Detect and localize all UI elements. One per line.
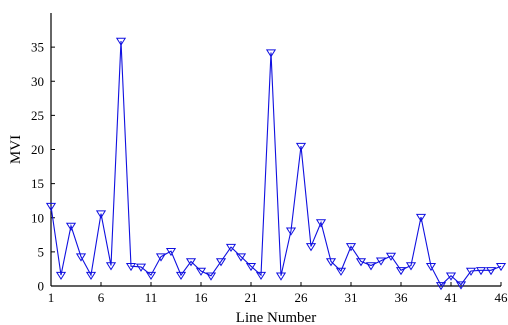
data-point-marker (185, 258, 197, 267)
data-point-marker (405, 262, 417, 271)
y-tick-label: 15 (31, 176, 44, 191)
data-point-marker (285, 227, 297, 236)
data-point-marker (195, 267, 207, 276)
data-point-marker (425, 262, 437, 272)
data-point-marker (415, 213, 427, 223)
x-tick-label: 16 (195, 290, 209, 305)
data-point-marker (85, 271, 97, 281)
data-point-marker (455, 281, 467, 290)
data-point-marker (385, 252, 397, 261)
data-point-marker (355, 258, 367, 267)
x-axis-label: Line Number (236, 310, 316, 325)
data-point-marker (175, 271, 187, 281)
data-point-marker (395, 267, 407, 276)
y-tick-label: 10 (31, 210, 44, 225)
x-tick-label: 46 (495, 290, 508, 305)
y-tick-label: 35 (31, 40, 44, 55)
x-tick-label: 6 (98, 290, 105, 305)
data-point-marker (445, 272, 457, 281)
series-line (50, 40, 502, 287)
series-layer (45, 37, 507, 291)
data-point-marker (295, 142, 307, 152)
data-point-marker (475, 267, 487, 276)
data-point-marker (135, 263, 147, 272)
data-point-marker (95, 210, 107, 219)
data-point-marker (55, 271, 67, 281)
data-point-marker (435, 282, 447, 291)
axes (50, 13, 501, 287)
data-point-marker (305, 243, 317, 252)
data-point-marker (115, 37, 127, 46)
data-point-marker (155, 253, 167, 262)
x-tick-label: 31 (345, 290, 358, 305)
data-point-marker (315, 219, 327, 228)
data-point-marker (375, 257, 387, 266)
data-point-marker (145, 271, 157, 281)
data-point-marker (365, 262, 377, 271)
data-point-marker (65, 222, 77, 231)
y-axis-label: MVI (8, 135, 24, 164)
data-point-marker (465, 267, 477, 276)
data-point-marker (105, 262, 117, 271)
data-point-marker (245, 262, 257, 272)
data-point-marker (215, 258, 227, 267)
data-point-marker (275, 272, 287, 281)
data-point-marker (265, 49, 277, 58)
data-point-marker (495, 262, 507, 272)
data-point-marker (225, 243, 237, 253)
x-tick-label: 21 (245, 290, 258, 305)
y-axis-ticks: 0 5 10 15 20 25 30 35 (31, 40, 55, 294)
x-axis-ticks: 1 6 11 16 21 26 31 36 41 46 (48, 282, 508, 305)
x-tick-label: 36 (395, 290, 409, 305)
x-tick-label: 1 (48, 290, 55, 305)
x-tick-label: 41 (445, 290, 458, 305)
y-tick-label: 0 (38, 279, 45, 294)
y-tick-label: 5 (38, 244, 45, 259)
data-point-marker (325, 258, 337, 267)
y-tick-label: 20 (31, 142, 44, 157)
data-point-marker (235, 253, 247, 262)
data-point-marker (45, 202, 57, 212)
data-point-marker (165, 247, 177, 257)
data-point-marker (255, 271, 267, 281)
y-tick-label: 25 (31, 108, 44, 123)
data-point-marker (205, 272, 217, 281)
data-point-marker (485, 267, 497, 276)
data-point-marker (75, 253, 87, 262)
data-point-marker (345, 243, 357, 252)
x-tick-label: 26 (295, 290, 309, 305)
y-tick-label: 30 (31, 74, 44, 89)
x-tick-label: 11 (145, 290, 158, 305)
data-point-marker (125, 262, 137, 272)
data-point-marker (335, 267, 347, 276)
